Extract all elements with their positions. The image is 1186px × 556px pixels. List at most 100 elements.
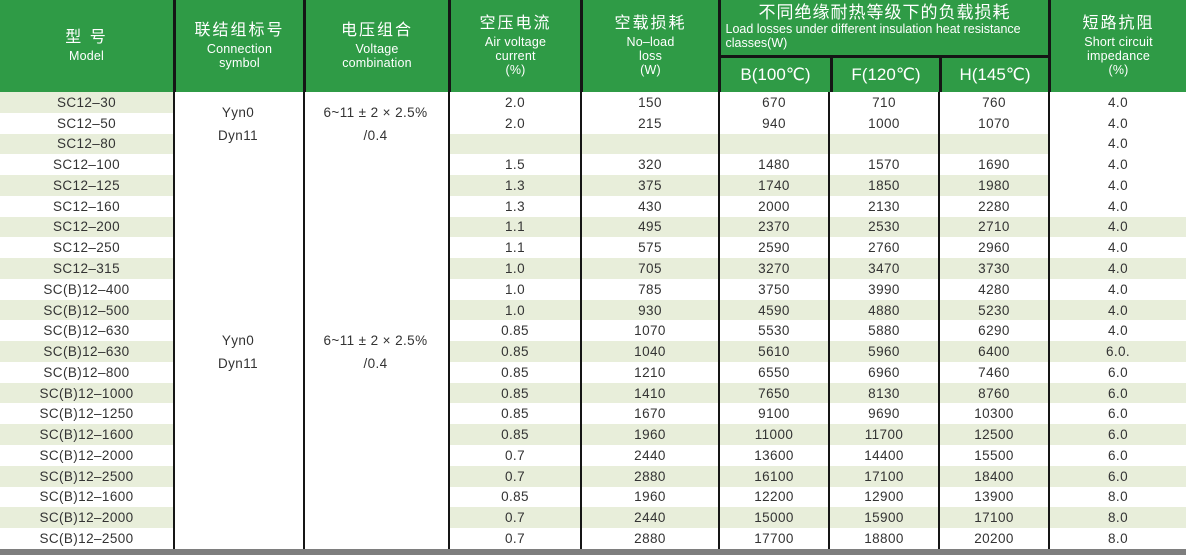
cell-air: 0.85 xyxy=(448,341,580,362)
cell-no_load: 1670 xyxy=(580,403,718,425)
cell-model: SC12–160 xyxy=(52,198,120,214)
cell-model: SC(B)12–500 xyxy=(0,299,173,321)
cell-f: 3470 xyxy=(828,258,938,279)
cell-model: SC12–50 xyxy=(56,115,117,131)
cell-air: 1.0 xyxy=(448,278,580,300)
col-header-model-zh: 型 号 xyxy=(65,29,108,47)
col-header-voltage-zh: 电压组合 xyxy=(340,22,413,40)
col-header-no-load-zh: 空载损耗 xyxy=(614,15,687,33)
cell-air: 0.7 xyxy=(448,507,580,529)
cell-b: 3750 xyxy=(718,278,828,300)
cell-f: 12900 xyxy=(828,486,938,508)
cell-h: 2960 xyxy=(938,237,1048,259)
cell-air: 0.85 xyxy=(448,361,580,383)
cell-air: 0.85 xyxy=(448,382,580,404)
merged-column-spacer xyxy=(173,341,303,362)
cell-b: 670 xyxy=(718,92,828,113)
cell-imp: 4.0 xyxy=(1048,175,1186,196)
table-row: SC(B)12–1600 0.85 1960 11000 11700 12500 6.0 xyxy=(0,424,1186,446)
merged-column-spacer xyxy=(303,320,448,342)
cell-imp: 4.0 xyxy=(1048,299,1186,321)
merged-column-spacer xyxy=(173,258,303,279)
table-row: SC12–160 1.3 430 2000 2130 2280 4.0 xyxy=(0,195,1186,217)
cell-h: 10300 xyxy=(938,403,1048,425)
merged-column-spacer xyxy=(173,528,303,549)
cell-f xyxy=(828,133,938,155)
cell-b: 1480 xyxy=(718,154,828,176)
cell-no_load: 1070 xyxy=(580,320,718,342)
cell-imp: 6.0 xyxy=(1048,445,1186,466)
cell-h: 13900 xyxy=(938,486,1048,508)
merged-column-spacer xyxy=(303,507,448,529)
cell-air: 2.0 xyxy=(448,112,580,134)
cell-f: 4880 xyxy=(828,299,938,321)
cell-imp: 4.0 xyxy=(1048,154,1186,176)
merged-column-spacer xyxy=(303,486,448,508)
merged-column-spacer xyxy=(303,382,448,404)
cell-h: 20200 xyxy=(938,528,1048,549)
cell-imp: 4.0 xyxy=(1048,258,1186,279)
cell-h: 3730 xyxy=(938,258,1048,279)
cell-h: 17100 xyxy=(938,507,1048,529)
cell-model: SC(B)12–1250 xyxy=(39,406,134,422)
table-row: SC(B)12–630 0.85 1070 5530 5880 6290 4.0 xyxy=(0,320,1186,342)
col-header-connection: 联结组标号 Connection symbol xyxy=(173,0,303,92)
table-row: SC12–30 2.0 150 670 710 760 4.0 xyxy=(0,92,1186,113)
cell-b: 9100 xyxy=(718,403,828,425)
merged-column-spacer xyxy=(303,528,448,549)
merged-column-spacer xyxy=(173,92,303,113)
merged-column-spacer xyxy=(173,278,303,300)
cell-model: SC12–250 xyxy=(52,240,120,256)
cell-f: 11700 xyxy=(828,424,938,446)
cell-no_load: 1210 xyxy=(580,361,718,383)
cell-air: 0.7 xyxy=(448,465,580,487)
cell-f: 1850 xyxy=(828,175,938,196)
cell-f: 6960 xyxy=(828,361,938,383)
table-row: SC(B)12–1000 0.85 1410 7650 8130 8760 6.0 xyxy=(0,382,1186,404)
cell-no_load: 215 xyxy=(580,112,718,134)
merged-column-spacer xyxy=(173,216,303,238)
merged-column-spacer xyxy=(303,195,448,217)
cell-air: 1.3 xyxy=(448,195,580,217)
cell-f: 8130 xyxy=(828,382,938,404)
cell-h: 12500 xyxy=(938,424,1048,446)
cell-f: 14400 xyxy=(828,445,938,466)
table-row: SC(B)12–1600 0.85 1960 12200 12900 13900 8.0 xyxy=(0,486,1186,508)
col-header-connection-en1: Connection xyxy=(206,41,273,56)
merged-column-spacer xyxy=(303,216,448,238)
cell-air: 1.3 xyxy=(448,175,580,196)
merged-column-spacer xyxy=(173,112,303,134)
merged-column-spacer xyxy=(173,403,303,425)
col-header-no-load: 空载损耗 No–load loss (W) xyxy=(580,0,718,92)
col-header-model-en: Model xyxy=(68,48,105,63)
cell-h: 760 xyxy=(938,92,1048,113)
cell-b: 3270 xyxy=(718,258,828,279)
table-row: SC12–100 1.5 320 1480 1570 1690 4.0 xyxy=(0,154,1186,176)
cell-imp: 6.0 xyxy=(1048,361,1186,383)
cell-f: 1000 xyxy=(828,112,938,134)
cell-b: 16100 xyxy=(718,465,828,487)
cell-h xyxy=(938,133,1048,155)
cell-f: 1570 xyxy=(828,154,938,176)
col-header-impedance: 短路抗阻 Short circuit impedance (%) xyxy=(1048,0,1186,92)
cell-air: 1.0 xyxy=(448,258,580,279)
cell-model: SC(B)12–400 xyxy=(43,281,130,297)
cell-model: SC12–30 xyxy=(0,92,173,113)
cell-b: 6550 xyxy=(718,361,828,383)
merged-column-spacer xyxy=(303,403,448,425)
merged-column-spacer xyxy=(173,382,303,404)
merged-column-spacer xyxy=(303,175,448,196)
cell-model: SC(B)12–2000 xyxy=(39,447,134,463)
merged-column-spacer xyxy=(173,154,303,176)
cell-h: 6290 xyxy=(938,320,1048,342)
cell-no_load: 320 xyxy=(580,154,718,176)
col-header-load-losses-group: 不同绝缘耐热等级下的负载损耗 Load losses under differe… xyxy=(718,0,1048,92)
cell-air: 0.7 xyxy=(448,445,580,466)
cell-imp: 6.0. xyxy=(1048,341,1186,362)
cell-b: 15000 xyxy=(718,507,828,529)
cell-model: SC(B)12–630 xyxy=(0,341,173,362)
cell-imp: 4.0 xyxy=(1048,320,1186,342)
merged-column-spacer xyxy=(303,154,448,176)
cell-h: 5230 xyxy=(938,299,1048,321)
